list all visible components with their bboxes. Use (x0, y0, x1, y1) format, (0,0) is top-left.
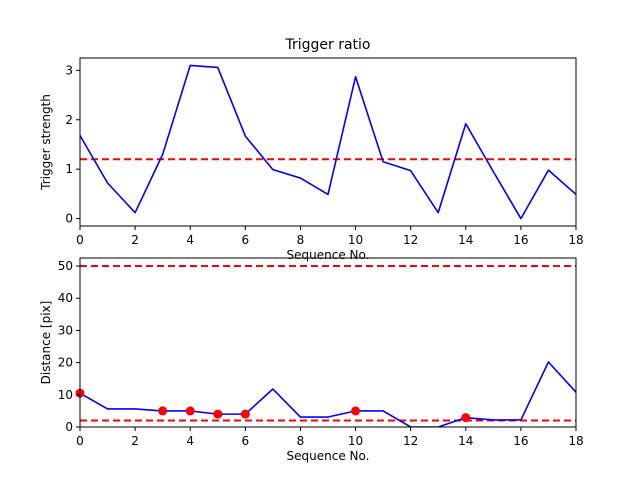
x-tick-label: 0 (76, 434, 84, 448)
y-tick-label: 0 (65, 420, 73, 434)
x-tick-label: 14 (458, 434, 473, 448)
data-point-marker (213, 409, 223, 419)
data-point-marker (351, 406, 361, 416)
x-tick-label: 8 (297, 434, 305, 448)
x-tick-label: 10 (348, 233, 363, 247)
axes-frame (79, 57, 577, 227)
x-tick-label: 6 (242, 434, 250, 448)
y-tick-label: 1 (65, 162, 73, 176)
series-line (80, 64, 576, 220)
y-tick-label: 40 (58, 291, 73, 305)
y-tick-label: 0 (65, 212, 73, 226)
y-tick-label: 3 (65, 63, 73, 77)
axes-frame (79, 257, 577, 428)
x-tick-label: 6 (242, 233, 250, 247)
x-tick-label: 2 (131, 434, 139, 448)
x-tick-label: 12 (403, 434, 418, 448)
y-tick-label: 2 (65, 113, 73, 127)
y-tick-label: 50 (58, 259, 73, 273)
data-point-marker (158, 406, 168, 416)
x-tick-label: 2 (131, 233, 139, 247)
x-tick-label: 8 (297, 233, 305, 247)
x-tick-label: 16 (513, 434, 528, 448)
x-tick-label: 10 (348, 434, 363, 448)
x-tick-label: 18 (568, 233, 583, 247)
x-axis-label: Sequence No. (287, 449, 370, 463)
x-tick-label: 12 (403, 233, 418, 247)
y-tick-label: 30 (58, 323, 73, 337)
x-axis-label: Sequence No. (287, 248, 370, 262)
plot-area (80, 64, 576, 220)
y-axis-label: Distance [pix] (39, 301, 53, 385)
chart-title: Trigger ratio (284, 37, 370, 53)
x-tick-label: 16 (513, 233, 528, 247)
x-tick-label: 14 (458, 233, 473, 247)
x-tick-label: 0 (76, 233, 84, 247)
data-point-marker (240, 409, 250, 419)
x-tick-label: 4 (186, 434, 194, 448)
x-tick-label: 18 (568, 434, 583, 448)
data-point-marker (185, 406, 195, 416)
x-tick-label: 4 (186, 233, 194, 247)
y-tick-label: 20 (58, 356, 73, 370)
data-point-marker (461, 413, 471, 423)
y-tick-label: 10 (58, 388, 73, 402)
bottom-subplot: 0 2 4 6 8 10 12 14 16 18 0 10 20 30 40 50 Sequence No. Di… (39, 257, 584, 463)
y-axis-label: Trigger strength (39, 94, 53, 191)
